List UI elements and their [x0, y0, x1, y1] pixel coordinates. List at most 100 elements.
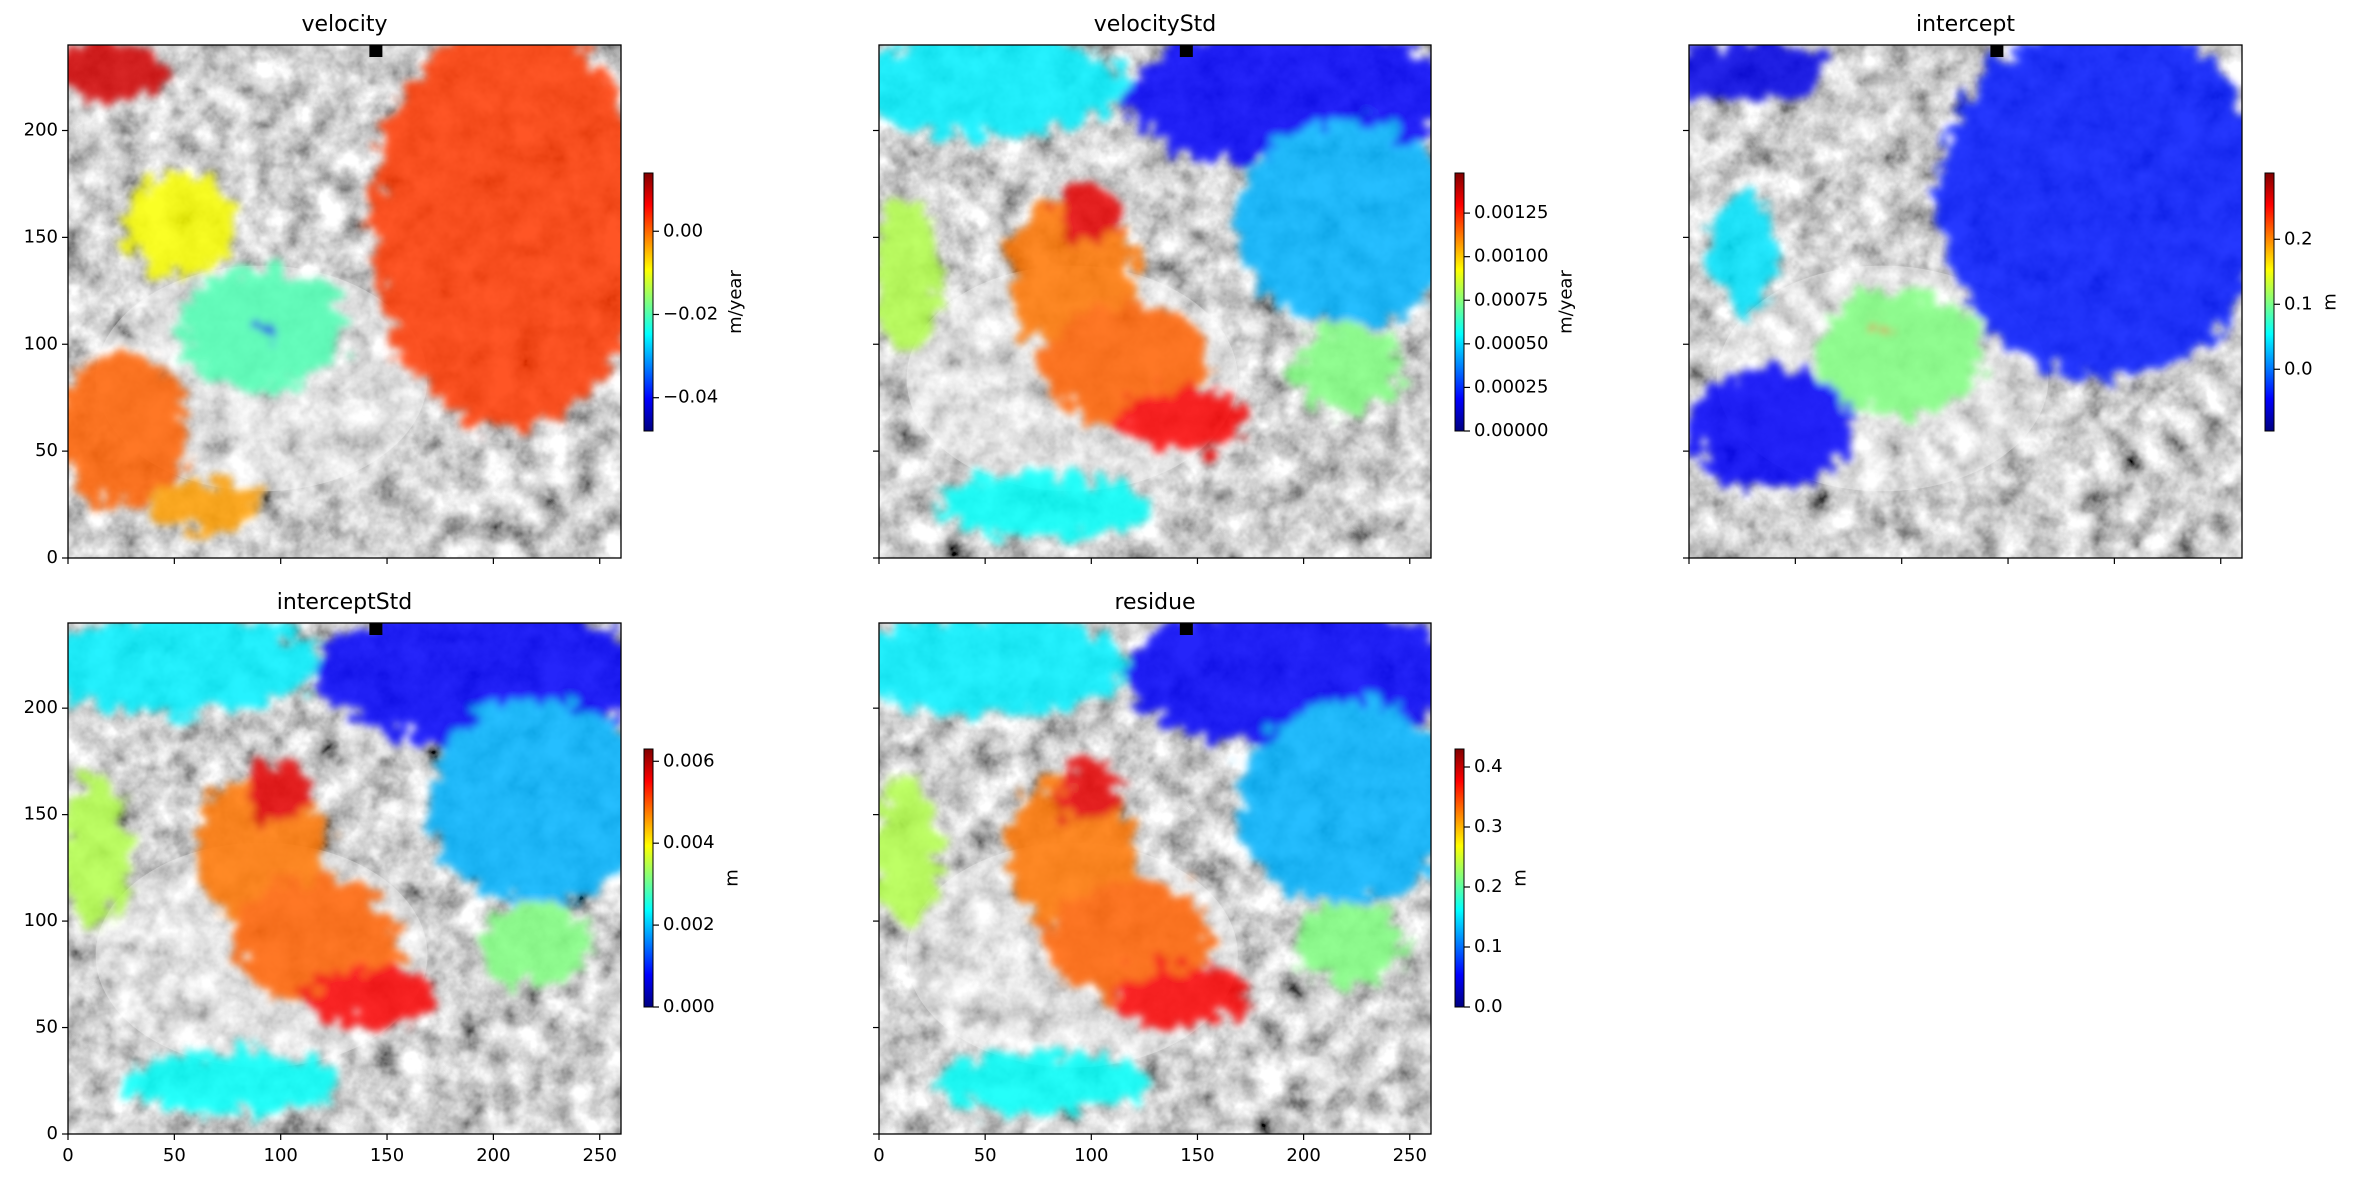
- cbar-tick-label: 0.00025: [1474, 376, 1548, 397]
- cbar-tick-label: 0.00: [663, 220, 703, 241]
- overlay-patch: [1689, 45, 1828, 102]
- cbar-tick-label: 0.1: [2284, 293, 2313, 314]
- marker: [369, 45, 383, 57]
- overlay-patch: [123, 173, 234, 276]
- x-tick-label: 150: [370, 1145, 404, 1166]
- axes-frame: [1688, 44, 2243, 559]
- data-overlay: [68, 623, 621, 1114]
- data-overlay: [879, 623, 1431, 1114]
- cbar-label: m/year: [1555, 270, 1576, 334]
- cbar-tick-label: 0.00000: [1474, 420, 1548, 441]
- overlay-patch: [934, 475, 1155, 538]
- y-tick-label: 150: [24, 226, 58, 247]
- overlay-patch: [1237, 699, 1431, 905]
- y-tick-label: 200: [24, 120, 58, 141]
- data-overlay: [1689, 45, 2242, 492]
- cbar-tick-label: 0.1: [1474, 936, 1503, 957]
- cbar-tick-label: 0.2: [1474, 876, 1503, 897]
- overlay-patch: [68, 776, 129, 930]
- cbar-tick-label: 0.004: [663, 832, 715, 853]
- marker: [1179, 45, 1193, 57]
- overlay-patch: [1816, 291, 1983, 415]
- cbar-tick-label: 0.00050: [1474, 333, 1548, 354]
- overlay-patch: [934, 1052, 1155, 1114]
- overlay-patch: [879, 623, 1128, 715]
- overlay-patch: [1689, 368, 1855, 492]
- subplot-title: velocity: [302, 12, 388, 37]
- x-tick-label: 150: [1180, 1145, 1214, 1166]
- overlay-patch: [123, 1052, 345, 1114]
- overlay-patch: [68, 623, 317, 715]
- data-overlay: [879, 45, 1431, 538]
- overlay-patch: [68, 352, 190, 507]
- x-tick-label: 100: [264, 1145, 298, 1166]
- cbar-tick-label: −0.04: [663, 387, 718, 408]
- cbar-tick-label: 0.000: [663, 996, 715, 1017]
- overlay-patch: [1055, 183, 1122, 246]
- marker: [369, 623, 383, 635]
- axes-frame: [878, 44, 1432, 559]
- overlay-patch: [305, 965, 439, 1027]
- y-tick-label: 0: [47, 547, 58, 568]
- axes-frame: [67, 622, 622, 1135]
- x-tick-label: 100: [1074, 1145, 1108, 1166]
- cbar-tick-label: 0.002: [663, 914, 715, 935]
- x-tick-label: 200: [476, 1145, 510, 1166]
- cbar-tick-label: 0.0: [2284, 358, 2313, 379]
- overlay-patch: [427, 699, 621, 905]
- colorbar: [643, 748, 654, 1008]
- overlay-patch: [1874, 319, 1891, 335]
- marker: [1990, 45, 2004, 57]
- data-overlay: [68, 45, 621, 533]
- subplot-title: velocityStd: [1094, 12, 1217, 37]
- x-tick-label: 250: [583, 1145, 617, 1166]
- cbar-label: m: [1510, 869, 1531, 887]
- x-tick-label: 200: [1286, 1145, 1320, 1166]
- overlay-patch: [68, 45, 168, 102]
- y-tick-label: 50: [35, 1017, 58, 1038]
- subplot-title: intercept: [1916, 12, 2015, 37]
- cbar-tick-label: 0.2: [2284, 228, 2313, 249]
- y-tick-label: 50: [35, 440, 58, 461]
- axes-frame: [67, 44, 622, 559]
- y-tick-label: 100: [24, 910, 58, 931]
- cbar-tick-label: 0.00125: [1474, 202, 1548, 223]
- overlay-patch: [1116, 388, 1249, 451]
- y-tick-label: 100: [24, 333, 58, 354]
- colorbar: [1454, 748, 1465, 1008]
- overlay-patch: [1116, 965, 1249, 1027]
- overlay-patch: [1937, 45, 2242, 379]
- overlay-patch: [372, 45, 621, 430]
- subplot-title: residue: [1114, 590, 1195, 615]
- cbar-label: m: [722, 869, 743, 887]
- raster: [68, 45, 621, 558]
- cbar-tick-label: 0.00075: [1474, 289, 1548, 310]
- x-tick-label: 250: [1393, 1145, 1427, 1166]
- y-tick-label: 0: [47, 1123, 58, 1144]
- raster: [879, 45, 1431, 558]
- overlay-patch: [1711, 188, 1778, 312]
- subplot-title: interceptStd: [277, 590, 413, 615]
- marker: [1179, 623, 1193, 635]
- x-tick-label: 50: [163, 1145, 186, 1166]
- raster: [879, 623, 1431, 1134]
- x-tick-label: 0: [62, 1145, 73, 1166]
- cbar-label: m/year: [725, 270, 746, 334]
- overlay-patch: [1055, 760, 1122, 823]
- cbar-label: m: [2320, 293, 2341, 311]
- cbar-tick-label: −0.02: [663, 303, 718, 324]
- cbar-tick-label: 0.4: [1474, 756, 1503, 777]
- raster: [68, 623, 621, 1134]
- colorbar: [1454, 172, 1465, 432]
- x-tick-label: 50: [974, 1145, 997, 1166]
- colorbar: [643, 172, 654, 432]
- raster: [1689, 45, 2242, 558]
- overlay-patch: [1293, 904, 1404, 986]
- overlay-patch: [1237, 121, 1431, 328]
- overlay-patch: [1293, 327, 1404, 410]
- overlay-patch: [150, 481, 262, 533]
- colorbar: [2264, 172, 2275, 432]
- cbar-tick-label: 0.3: [1474, 816, 1503, 837]
